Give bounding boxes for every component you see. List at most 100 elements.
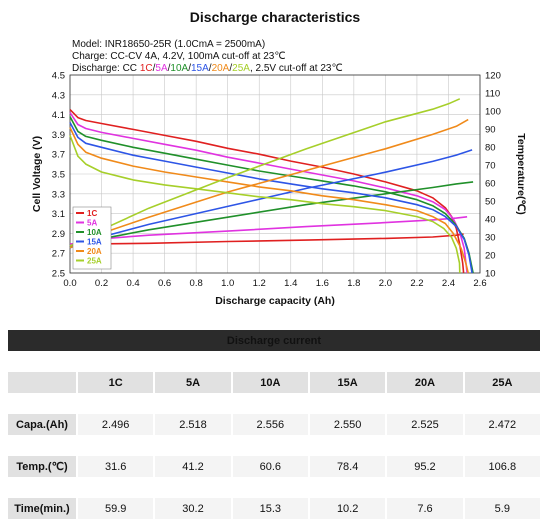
table-cell: 106.8 xyxy=(464,456,540,477)
y-tick-label: 4.3 xyxy=(52,90,65,101)
column-header: 25A xyxy=(464,372,540,393)
table-cell: 2.472 xyxy=(464,414,540,435)
temperature-line-1c xyxy=(69,233,464,245)
discharge-prefix: Discharge: CC xyxy=(72,63,140,74)
table-cell: 60.6 xyxy=(232,456,308,477)
column-header: 10A xyxy=(232,372,308,393)
legend-label-5a: 5A xyxy=(87,219,97,228)
y-tick-label: 4.1 xyxy=(52,110,65,121)
legend-label-1c: 1C xyxy=(87,209,97,218)
y-axis-label: Cell Voltage (V) xyxy=(31,136,43,212)
row-label: Temp.(℃) xyxy=(8,456,76,477)
table-cell: 59.9 xyxy=(78,498,154,519)
y2-tick-label: 50 xyxy=(485,197,496,208)
table-cell: 78.4 xyxy=(309,456,386,477)
rate-separator: / xyxy=(153,63,156,74)
x-tick-label: 2.2 xyxy=(410,278,423,289)
x-tick-label: 0.4 xyxy=(126,278,139,289)
voltage-line-25a xyxy=(69,135,461,274)
table-header-row: 1C 5A 10A 15A 20A 25A xyxy=(8,372,540,393)
table-cell: 7.6 xyxy=(387,498,463,519)
column-header: 20A xyxy=(387,372,463,393)
table-cell: 2.496 xyxy=(78,414,154,435)
legend-box xyxy=(72,206,112,270)
table-cell: 2.550 xyxy=(309,414,386,435)
discharge-suffix: , 2.5V cut-off at 23℃ xyxy=(250,63,343,74)
discharge-current-table: Discharge current 1C 5A 10A 15A 20A 25A … xyxy=(8,330,540,519)
discharge-rate-10a: 10A xyxy=(170,63,188,74)
y-tick-label: 3.3 xyxy=(52,189,65,200)
x-tick-label: 1.4 xyxy=(284,278,297,289)
discharge-rate-15a: 15A xyxy=(191,63,209,74)
voltage-line-5a xyxy=(69,112,468,274)
table-cell: 5.9 xyxy=(464,498,540,519)
x-tick-label: 1.8 xyxy=(347,278,360,289)
y2-tick-label: 70 xyxy=(485,161,496,172)
table-caption: Discharge current xyxy=(8,330,540,351)
table-cell: 2.525 xyxy=(387,414,463,435)
table-row: Temp.(℃) 31.6 41.2 60.6 78.4 95.2 106.8 xyxy=(8,456,540,477)
discharge-rate-20a: 20A xyxy=(212,63,230,74)
y2-tick-label: 100 xyxy=(485,107,501,118)
x-tick-label: 0.8 xyxy=(190,278,203,289)
rate-separator: / xyxy=(168,63,171,74)
row-label: Capa.(Ah) xyxy=(8,414,76,435)
discharge-rate-5a: 5A xyxy=(155,63,168,74)
temperature-line-10a xyxy=(69,181,474,247)
y2-tick-label: 110 xyxy=(485,89,500,100)
y2-tick-label: 40 xyxy=(485,215,496,226)
x-tick-label: 1.6 xyxy=(316,278,329,289)
x-tick-label: 1.0 xyxy=(221,278,234,289)
y-tick-label: 3.1 xyxy=(52,209,65,220)
table-cell: 30.2 xyxy=(155,498,231,519)
column-header: 1C xyxy=(78,372,154,393)
charge-info-text: Charge: CC-CV 4A, 4.2V, 100mA cut-off at… xyxy=(72,51,286,62)
rate-separator: / xyxy=(188,63,191,74)
chart-title: Discharge characteristics xyxy=(190,9,361,25)
table-cell: 95.2 xyxy=(387,456,463,477)
column-header: 15A xyxy=(309,372,386,393)
y2-axis-label: Temperature(℃) xyxy=(515,133,527,215)
x-tick-label: 1.2 xyxy=(253,278,266,289)
table-cell: 15.3 xyxy=(232,498,308,519)
table-corner-cell xyxy=(8,372,76,393)
x-tick-label: 0.0 xyxy=(63,278,76,289)
voltage-line-10a xyxy=(69,116,474,274)
x-tick-label: 0.2 xyxy=(95,278,108,289)
x-tick-label: 2.0 xyxy=(379,278,392,289)
table-cell: 41.2 xyxy=(155,456,231,477)
rate-separator: / xyxy=(209,63,212,74)
y-tick-label: 3.9 xyxy=(52,130,65,141)
temperature-line-15a xyxy=(69,149,473,249)
table-row: Time(min.) 59.9 30.2 15.3 10.2 7.6 5.9 xyxy=(8,498,540,519)
voltage-line-20a xyxy=(69,127,469,274)
legend-label-15a: 15A xyxy=(87,238,102,247)
discharge-info-text: Discharge: CC 1C/5A/10A/15A/20A/25A, 2.5… xyxy=(72,63,343,74)
rate-separator: / xyxy=(229,63,232,74)
x-tick-label: 2.6 xyxy=(473,278,486,289)
x-axis-label: Discharge capacity (Ah) xyxy=(215,295,335,307)
y-tick-label: 2.9 xyxy=(52,229,65,240)
x-tick-label: 0.6 xyxy=(158,278,171,289)
table-cell: 10.2 xyxy=(309,498,386,519)
y-tick-label: 3.5 xyxy=(52,170,65,181)
column-header: 5A xyxy=(155,372,231,393)
legend-label-10a: 10A xyxy=(87,228,102,237)
table-cell: 31.6 xyxy=(78,456,154,477)
y-tick-label: 4.5 xyxy=(52,71,65,82)
y2-tick-label: 30 xyxy=(485,233,496,244)
discharge-rate-1c: 1C xyxy=(140,63,153,74)
table-cell: 2.556 xyxy=(232,414,308,435)
legend-label-20a: 20A xyxy=(87,247,102,256)
y-tick-label: 2.5 xyxy=(52,269,65,280)
y2-tick-label: 20 xyxy=(485,251,496,262)
temperature-line-20a xyxy=(69,118,469,249)
x-tick-label: 2.4 xyxy=(442,278,455,289)
y2-tick-label: 120 xyxy=(485,71,501,82)
y2-tick-label: 10 xyxy=(485,269,496,280)
row-label: Time(min.) xyxy=(8,498,76,519)
discharge-chart: Discharge characteristics Model: INR18650… xyxy=(31,9,527,307)
y2-tick-label: 60 xyxy=(485,179,496,190)
model-info-text: Model: INR18650-25R (1.0CmA = 2500mA) xyxy=(72,39,265,50)
voltage-line-15a xyxy=(69,122,473,274)
